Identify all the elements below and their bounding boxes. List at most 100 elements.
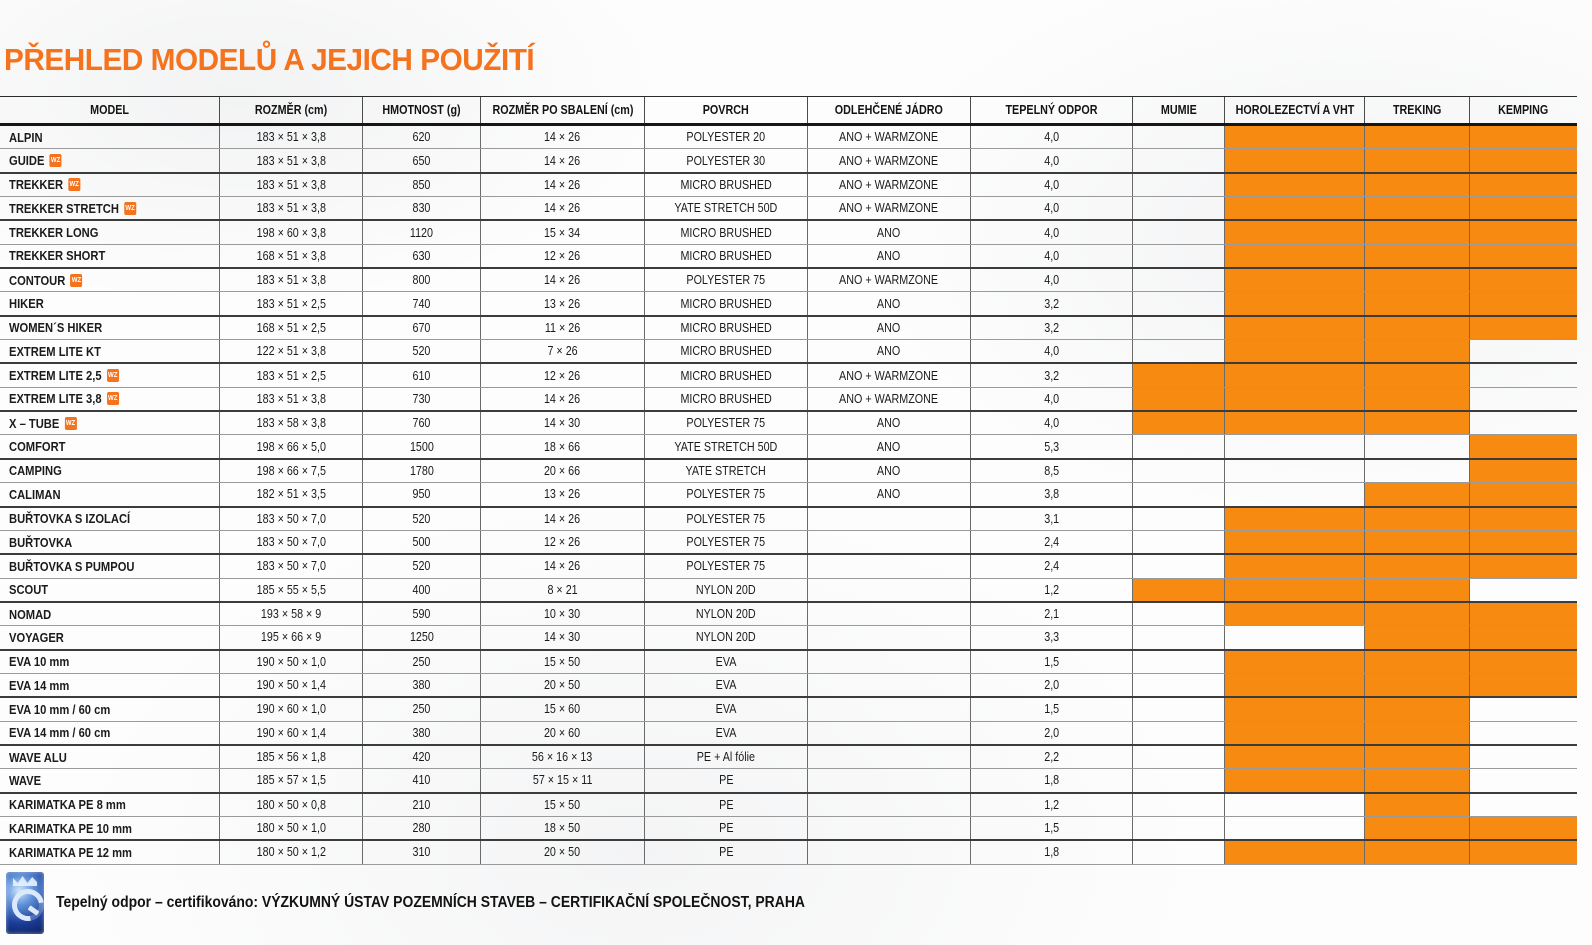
core-cell: ANO xyxy=(808,244,971,268)
footer: Tepelný odpor – certifikováno: VÝZKUMNÝ … xyxy=(5,872,888,934)
use-kemping-cell xyxy=(1470,841,1577,864)
size-cell: 183 × 51 × 2,5 xyxy=(220,292,363,315)
weight-cell: 280 xyxy=(363,816,481,840)
use-horolezectvi-cell xyxy=(1225,841,1365,864)
surface-cell: EVA xyxy=(645,650,808,673)
size-cell: 195 × 66 × 9 xyxy=(220,626,363,649)
weight-cell: 310 xyxy=(363,841,481,864)
use-treking-cell xyxy=(1365,292,1470,315)
use-kemping-cell xyxy=(1470,769,1577,791)
core-cell: ANO + WARMZONE xyxy=(808,269,971,292)
use-horolezectvi-cell xyxy=(1225,769,1365,792)
core-cell: ANO xyxy=(808,292,971,315)
size-cell: 168 × 51 × 3,8 xyxy=(220,244,363,268)
use-kemping-cell xyxy=(1470,292,1577,315)
use-mumie-cell xyxy=(1133,435,1225,458)
size-cell: 193 × 58 × 9 xyxy=(220,602,363,626)
use-horolezectvi-cell xyxy=(1225,173,1365,197)
model-cell: SCOUT xyxy=(0,578,220,601)
thermal-resistance-cell: 5,3 xyxy=(971,435,1133,458)
core-cell: ANO + WARMZONE xyxy=(808,387,971,411)
use-horolezectvi-cell xyxy=(1225,340,1365,363)
use-horolezectvi-cell xyxy=(1225,269,1365,292)
table-row: KARIMATKA PE 12 mm 180 × 50 × 1,2 310 20 × … xyxy=(0,841,1577,865)
model-name: TREKKER STRETCH xyxy=(9,200,119,216)
use-horolezectvi-cell xyxy=(1225,816,1365,840)
table-row: NOMAD 193 × 58 × 9 590 10 × 30 NYLON 20D 2,1 xyxy=(0,602,1577,627)
use-kemping-cell xyxy=(1470,269,1577,292)
thermal-resistance-cell: 1,5 xyxy=(971,650,1133,673)
use-kemping-cell xyxy=(1470,221,1577,244)
model-name: KARIMATKA PE 12 mm xyxy=(9,844,133,860)
use-mumie-cell xyxy=(1133,507,1225,530)
use-treking-cell xyxy=(1365,364,1470,387)
use-kemping-cell xyxy=(1470,673,1577,697)
use-mumie-cell xyxy=(1133,816,1225,840)
table-row: EXTREM LITE KT 122 × 51 × 3,8 520 7 × 26 MIC… xyxy=(0,340,1577,365)
use-mumie-cell xyxy=(1133,364,1225,387)
size-cell: 183 × 58 × 3,8 xyxy=(220,412,363,435)
core-cell xyxy=(808,530,971,554)
model-name: GUIDE xyxy=(9,153,45,169)
column-header-tepelny-odpor: TEPELNÝ ODPOR xyxy=(971,97,1133,123)
size-cell: 183 × 51 × 3,8 xyxy=(220,149,363,172)
use-mumie-cell xyxy=(1133,412,1225,435)
table-row: SCOUT 185 × 55 × 5,5 400 8 × 21 NYLON 20D 1,2 xyxy=(0,578,1577,603)
thermal-resistance-cell: 2,2 xyxy=(971,745,1133,769)
size-cell: 190 × 50 × 1,0 xyxy=(220,650,363,673)
use-horolezectvi-cell xyxy=(1225,650,1365,673)
column-header-rozmer: ROZMĚR (cm) xyxy=(220,97,363,123)
size-cell: 198 × 66 × 5,0 xyxy=(220,435,363,458)
surface-cell: POLYESTER 30 xyxy=(645,149,808,172)
surface-cell: MICRO BRUSHED xyxy=(645,387,808,411)
thermal-resistance-cell: 4,0 xyxy=(971,221,1133,244)
use-horolezectvi-cell xyxy=(1225,459,1365,483)
thermal-resistance-cell: 8,5 xyxy=(971,459,1133,483)
surface-cell: POLYESTER 75 xyxy=(645,412,808,435)
use-horolezectvi-cell xyxy=(1225,292,1365,315)
model-cell: GUIDE WZ xyxy=(0,149,220,172)
model-cell: KARIMATKA PE 8 mm xyxy=(0,793,220,816)
use-treking-cell xyxy=(1365,173,1470,197)
size-cell: 185 × 57 × 1,5 xyxy=(220,769,363,792)
model-name: CALIMAN xyxy=(9,486,61,502)
core-cell xyxy=(808,769,971,792)
table-row: CALIMAN 182 × 51 × 3,5 950 13 × 26 POLYESTER… xyxy=(0,483,1577,508)
core-cell: ANO xyxy=(808,459,971,483)
quality-q-icon xyxy=(5,882,51,928)
use-treking-cell xyxy=(1365,578,1470,601)
surface-cell: MICRO BRUSHED xyxy=(645,173,808,197)
column-header-odlehcene-jadro: ODLEHČENÉ JÁDRO xyxy=(808,97,971,123)
thermal-resistance-cell: 3,8 xyxy=(971,483,1133,506)
model-cell: TREKKER SHORT xyxy=(0,244,220,268)
use-horolezectvi-cell xyxy=(1225,626,1365,649)
surface-cell: POLYESTER 75 xyxy=(645,530,808,554)
surface-cell: POLYESTER 75 xyxy=(645,269,808,292)
weight-cell: 730 xyxy=(363,387,481,411)
model-name: WOMEN´S HIKER xyxy=(9,320,103,336)
use-mumie-cell xyxy=(1133,721,1225,744)
use-treking-cell xyxy=(1365,269,1470,292)
core-cell xyxy=(808,650,971,673)
model-name: EVA 10 mm / 60 cm xyxy=(9,701,111,717)
use-kemping-cell xyxy=(1470,173,1577,197)
packed-size-cell: 18 × 66 xyxy=(481,435,645,458)
use-mumie-cell xyxy=(1133,555,1225,578)
use-kemping-cell xyxy=(1470,340,1577,362)
column-header-povrch: POVRCH xyxy=(645,97,808,123)
use-kemping-cell xyxy=(1470,507,1577,530)
use-horolezectvi-cell xyxy=(1225,244,1365,268)
thermal-resistance-cell: 1,5 xyxy=(971,698,1133,721)
packed-size-cell: 14 × 26 xyxy=(481,197,645,220)
core-cell: ANO + WARMZONE xyxy=(808,173,971,197)
model-cell: WAVE xyxy=(0,769,220,792)
use-kemping-cell xyxy=(1470,722,1577,744)
use-treking-cell xyxy=(1365,769,1470,792)
core-cell: ANO + WARMZONE xyxy=(808,149,971,172)
table-row: WOMEN´S HIKER 168 × 51 × 2,5 670 11 × 26 MIC… xyxy=(0,316,1577,341)
column-header-kemping: KEMPING xyxy=(1498,103,1549,117)
table-row: HIKER 183 × 51 × 2,5 740 13 × 26 MICRO BRUSH… xyxy=(0,292,1577,317)
size-cell: 198 × 60 × 3,8 xyxy=(220,221,363,244)
thermal-resistance-cell: 4,0 xyxy=(971,126,1133,149)
model-cell: EXTREM LITE KT xyxy=(0,340,220,363)
